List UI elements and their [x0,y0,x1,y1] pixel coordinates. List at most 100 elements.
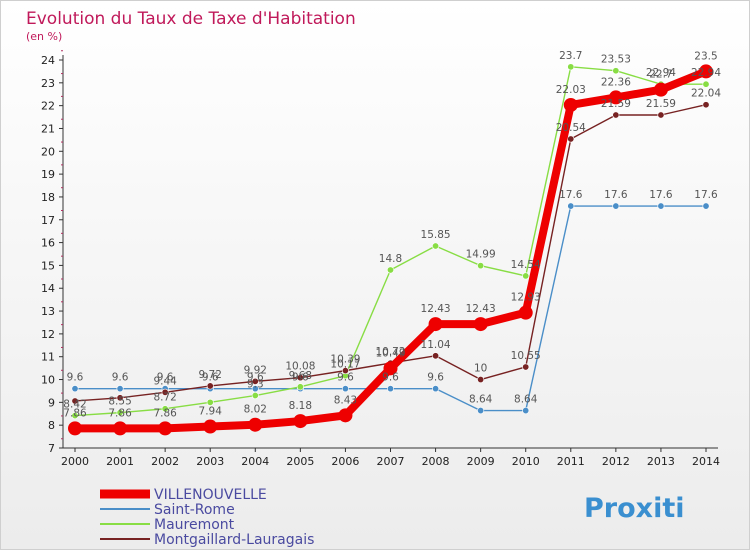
data-point [341,367,349,375]
x-tick-label: 2004 [241,455,269,468]
legend-label: Montgaillard-Lauragais [154,532,314,548]
data-point [116,394,124,402]
data-label: 12.43 [466,303,496,315]
data-point [296,374,304,382]
data-point [113,421,128,436]
data-label: 9.44 [153,375,177,387]
x-tick-label: 2008 [422,455,450,468]
y-tick-label: 16 [41,237,55,250]
data-label: 15.85 [421,229,451,241]
data-label: 7.86 [108,407,132,419]
data-point [68,421,82,436]
y-tick-label: 11 [41,351,55,364]
series-lines [68,63,713,436]
x-tick-label: 2002 [151,455,179,468]
data-label: 10.17 [330,359,360,371]
y-tick-label: 24 [41,54,55,67]
data-point [608,90,623,105]
data-point [477,376,485,384]
data-point [206,398,214,406]
y-tick-label: 10 [41,374,55,387]
data-point [653,82,668,97]
data-point [567,63,575,71]
data-label: 9.68 [289,370,312,382]
data-point [116,409,124,417]
data-point [702,202,710,210]
data-label: 9.72 [199,369,222,381]
data-point [203,419,218,434]
data-label: 22.04 [691,88,721,100]
data-point [612,67,620,75]
data-label: 21.59 [601,98,631,110]
data-point [612,202,620,210]
data-point [657,111,665,119]
data-label: 9.6 [67,372,84,384]
proxiti-logo: Proxiti [584,493,685,524]
data-label: 12.43 [421,303,451,315]
x-tick-label: 2001 [106,455,134,468]
data-point [158,421,173,436]
data-point [116,385,124,393]
data-label: 7.86 [153,407,177,419]
data-point [251,377,259,385]
data-point [702,101,710,109]
data-point [296,383,304,391]
data-label: 21.59 [646,98,676,110]
data-point [71,412,79,420]
data-label: 22.94 [691,67,721,79]
data-point [522,272,530,280]
data-label: 22.03 [556,84,586,96]
data-label: 23.53 [601,54,631,66]
legend-label: Saint-Rome [154,502,235,518]
x-tick-label: 2011 [557,455,585,468]
data-point [386,385,394,393]
data-point [71,397,79,405]
data-label: 9.6 [202,372,219,384]
data-label: 10.49 [375,347,405,359]
data-point [567,135,575,143]
data-point [71,385,79,393]
data-label: 8.64 [469,394,493,406]
data-point [522,407,530,415]
data-label: 14.54 [511,259,541,271]
data-point [567,202,575,210]
data-label: 8.72 [153,392,176,404]
axes: 7 8 9 10 11 12 13 14 15 16 17 18 19 20 21 22 23 24 2000 200… [41,50,720,468]
data-point [563,97,578,112]
data-label: 8.02 [244,404,267,416]
data-point [702,80,710,88]
data-label: 17.6 [559,189,583,201]
data-label: 9.6 [157,372,174,384]
data-label: 9.3 [247,379,264,391]
data-label: 9.6 [337,372,354,384]
x-tick-label: 2012 [602,455,630,468]
y-tick-label: 7 [48,442,55,455]
data-label: 8.43 [334,394,357,406]
y-tick-label: 12 [41,328,55,341]
data-label: 9.92 [244,364,267,376]
y-tick-label: 13 [41,305,55,318]
data-label: 9.6 [382,372,399,384]
data-point [161,388,169,396]
data-label: 12.93 [511,292,541,304]
data-label: 14.99 [466,249,496,261]
data-point [383,361,398,376]
x-tick-label: 2005 [286,455,314,468]
data-label: 17.6 [649,189,673,201]
data-point [432,352,440,360]
x-tick-label: 2010 [512,455,540,468]
y-tick-label: 15 [41,259,55,272]
x-tick-label: 2007 [377,455,405,468]
legend: VILLENOUVELLESaint-RomeMauremontMontgail… [100,487,314,548]
data-point [251,392,259,400]
x-tick-label: 2014 [692,455,720,468]
data-point [432,242,440,250]
legend-label: Mauremont [154,517,235,533]
y-tick-label: 14 [41,282,55,295]
data-point [518,305,533,320]
data-label: 7.86 [63,407,87,419]
data-point [386,266,394,274]
data-point [248,417,263,432]
data-label: 22.94 [646,67,676,79]
